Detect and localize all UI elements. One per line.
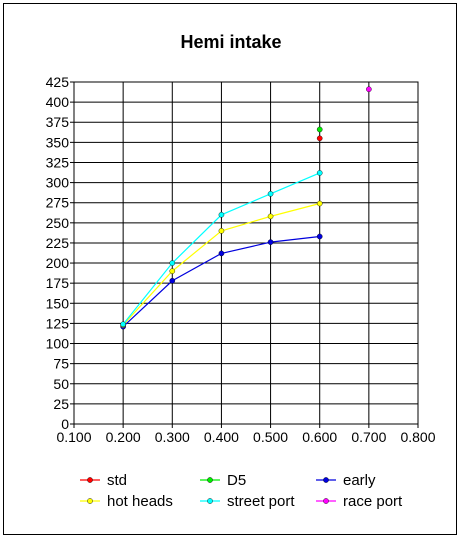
y-tick-label: 425	[46, 74, 70, 90]
y-tick-label: 175	[46, 275, 70, 291]
chart-title: Hemi intake	[180, 32, 281, 52]
y-tick-label: 325	[46, 154, 70, 170]
series-race-port	[366, 86, 372, 93]
data-point-early	[267, 239, 274, 245]
grid	[73, 81, 419, 425]
series-D5	[316, 126, 323, 133]
data-point-street-port	[169, 260, 176, 266]
legend-item-D5: D5	[200, 472, 246, 489]
x-tick-label: 0.400	[204, 429, 239, 445]
x-tick-label: 0.800	[400, 429, 435, 445]
legend-label: std	[107, 472, 127, 489]
y-tick-label: 75	[53, 356, 69, 372]
chart-frame	[3, 3, 457, 535]
data-point-hot-heads	[218, 228, 225, 234]
data-point-early	[316, 233, 323, 240]
data-point-early	[218, 250, 225, 257]
data-point-street-port	[218, 211, 225, 218]
legend-label: hot heads	[107, 493, 173, 510]
legend-label: street port	[227, 493, 295, 510]
data-point-std	[316, 135, 323, 142]
legend-label: D5	[227, 472, 246, 489]
data-point-hot-heads	[267, 213, 274, 220]
legend-item-hot-heads: hot heads	[80, 493, 173, 510]
y-tick-label: 0	[61, 416, 69, 432]
legend-label: race port	[343, 493, 403, 510]
data-point-early	[169, 277, 176, 284]
data-point-D5	[316, 126, 323, 133]
legend-swatch-marker	[87, 477, 93, 483]
x-tick-label: 0.300	[155, 429, 190, 445]
y-tick-label: 350	[46, 134, 70, 150]
legend-item-street-port: street port	[200, 493, 295, 510]
legend-item-std: std	[80, 472, 127, 489]
y-tick-label: 150	[46, 295, 70, 311]
y-tick-label: 200	[46, 255, 70, 271]
legend-swatch-marker	[207, 498, 213, 504]
y-tick-label: 100	[46, 336, 70, 352]
legend: std D5 early hot heads street port race port	[80, 472, 403, 510]
x-axis-ticks: 0.100 0.200 0.300 0.400 0.500 0.600 0.700 0.800	[56, 424, 436, 445]
y-tick-label: 375	[46, 114, 70, 130]
series-street-port	[120, 170, 323, 328]
x-tick-label: 0.100	[56, 429, 91, 445]
legend-swatch-marker	[87, 498, 93, 504]
y-tick-label: 400	[46, 94, 70, 110]
data-point-hot-heads	[169, 268, 176, 274]
legend-swatch-marker	[207, 477, 213, 483]
x-tick-label: 0.200	[106, 429, 141, 445]
y-axis-ticks: 0 25 50 75 100 125 150 175 200 225 250 275 300 325 350…	[46, 74, 74, 432]
data-point-race-port	[366, 86, 372, 93]
data-point-hot-heads	[316, 200, 323, 207]
y-tick-label: 225	[46, 235, 70, 251]
legend-swatch-marker	[323, 498, 329, 504]
y-tick-label: 275	[46, 195, 70, 211]
y-tick-label: 250	[46, 215, 70, 231]
series-std	[316, 135, 323, 142]
data-point-street-port	[120, 321, 126, 328]
x-tick-label: 0.500	[253, 429, 288, 445]
x-tick-label: 0.700	[351, 429, 386, 445]
y-tick-label: 300	[46, 175, 70, 191]
legend-label: early	[343, 472, 376, 489]
data-point-street-port	[267, 191, 274, 197]
legend-swatch-marker	[323, 477, 329, 483]
y-tick-label: 125	[46, 315, 70, 331]
data-point-street-port	[316, 170, 323, 176]
x-tick-label: 0.600	[302, 429, 337, 445]
plot-area	[73, 81, 419, 425]
y-tick-label: 50	[53, 376, 69, 392]
legend-item-early: early	[316, 472, 376, 489]
series-layer	[120, 86, 372, 330]
y-tick-label: 25	[53, 396, 69, 412]
legend-item-race-port: race port	[316, 493, 403, 510]
